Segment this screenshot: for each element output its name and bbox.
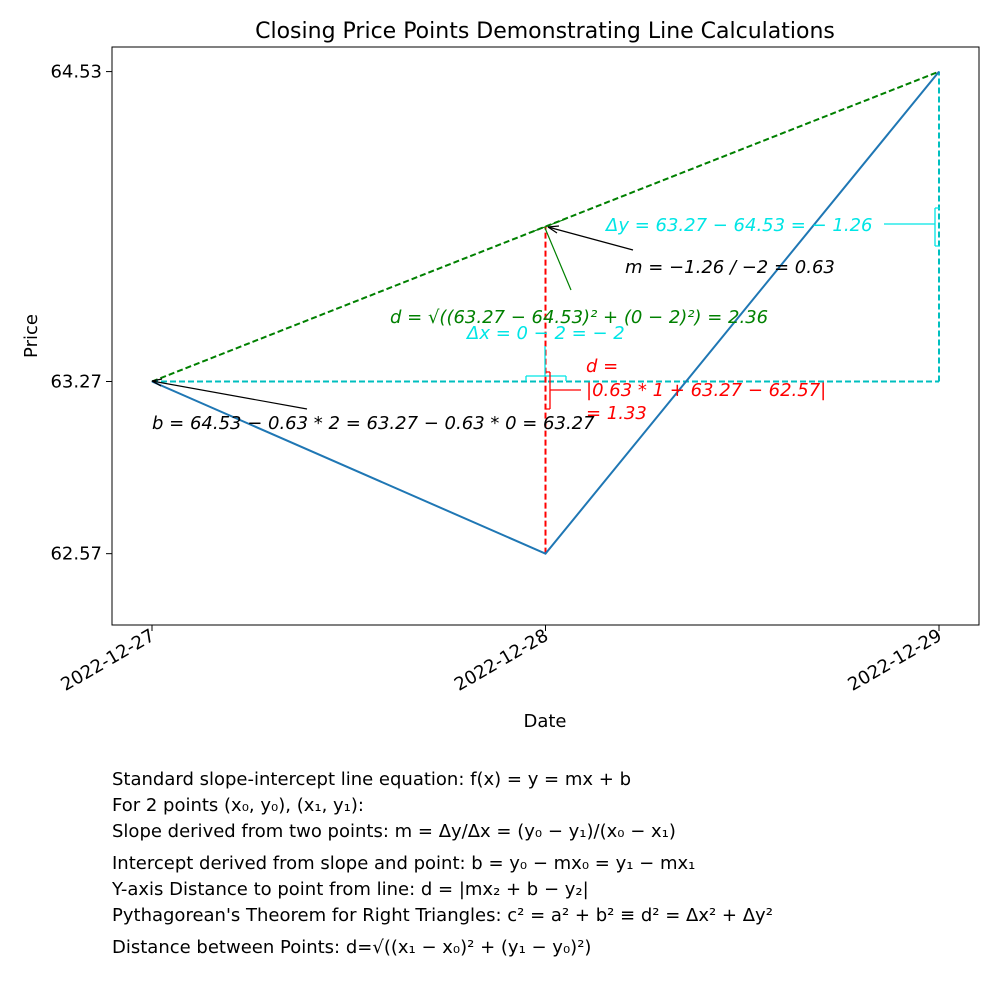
annotation-distance-points: d = √((63.27 − 64.53)² + (0 − 2)²) = 2.3…	[390, 307, 768, 328]
annotation-distance-line-2: |0.63 * 1 + 63.27 − 62.57|	[586, 380, 826, 401]
note-point-distance: Distance between Points: d=√((x₁ − x₀)² …	[112, 937, 592, 958]
annotation-distance-points-tick	[528, 219, 564, 234]
y-tick-label: 63.27	[50, 372, 102, 393]
annotation-delta-y: Δy = 63.27 − 64.53 = − 1.26	[604, 215, 872, 236]
note-intercept: Intercept derived from slope and point: …	[112, 853, 696, 874]
note-slope: Slope derived from two points: m = Δy/Δx…	[112, 821, 676, 842]
y-axis-label: Price	[21, 314, 42, 358]
y-tick-label: 64.53	[50, 62, 102, 83]
formula-notes: Standard slope-intercept line equation: …	[112, 768, 972, 968]
ref-line-fitted-line	[151, 70, 940, 383]
annotation-intercept-arrow	[151, 380, 308, 410]
annotation-delta-y-bracket	[884, 207, 940, 247]
note-line-equation: Standard slope-intercept line equation: …	[112, 769, 632, 790]
note-pythagorean: Pythagorean's Theorem for Right Triangle…	[112, 905, 773, 926]
annotation-delta-x-bracket	[525, 346, 567, 381]
annotation-distance-line-bracket	[546, 371, 581, 410]
note-two-points: For 2 points (x₀, y₀), (x₁, y₁):	[112, 795, 364, 816]
chart-title: Closing Price Points Demonstrating Line …	[255, 19, 835, 44]
x-axis-label: Date	[523, 711, 566, 732]
annotation-slope: m = −1.26 / −2 = 0.63	[625, 257, 835, 278]
annotation-distance-points-pointer	[544, 227, 572, 291]
x-tick-label: 2022-12-29	[844, 625, 945, 695]
series-point	[938, 71, 940, 73]
annotation-intercept: b = 64.53 − 0.63 * 2 = 63.27 − 0.63 * 0 …	[152, 413, 595, 434]
y-tick-label: 62.57	[50, 544, 102, 565]
x-tick-label: 2022-12-27	[57, 625, 158, 695]
chart: Closing Price Points Demonstrating Line …	[21, 19, 980, 732]
x-tick-label: 2022-12-28	[451, 625, 552, 695]
annotation-intercept-arrowhead	[151, 378, 163, 387]
annotation-distance-line-1: d =	[586, 356, 618, 377]
annotation-slope-arrowhead	[547, 225, 560, 234]
annotation-distance-line-3: = 1.33	[586, 403, 647, 424]
annotation-delta-x: Δx = 0 − 2 = − 2	[465, 323, 625, 344]
annotation-slope-arrow	[547, 226, 634, 251]
series-point	[545, 553, 546, 555]
note-y-distance: Y-axis Distance to point from line: d = …	[112, 879, 589, 900]
